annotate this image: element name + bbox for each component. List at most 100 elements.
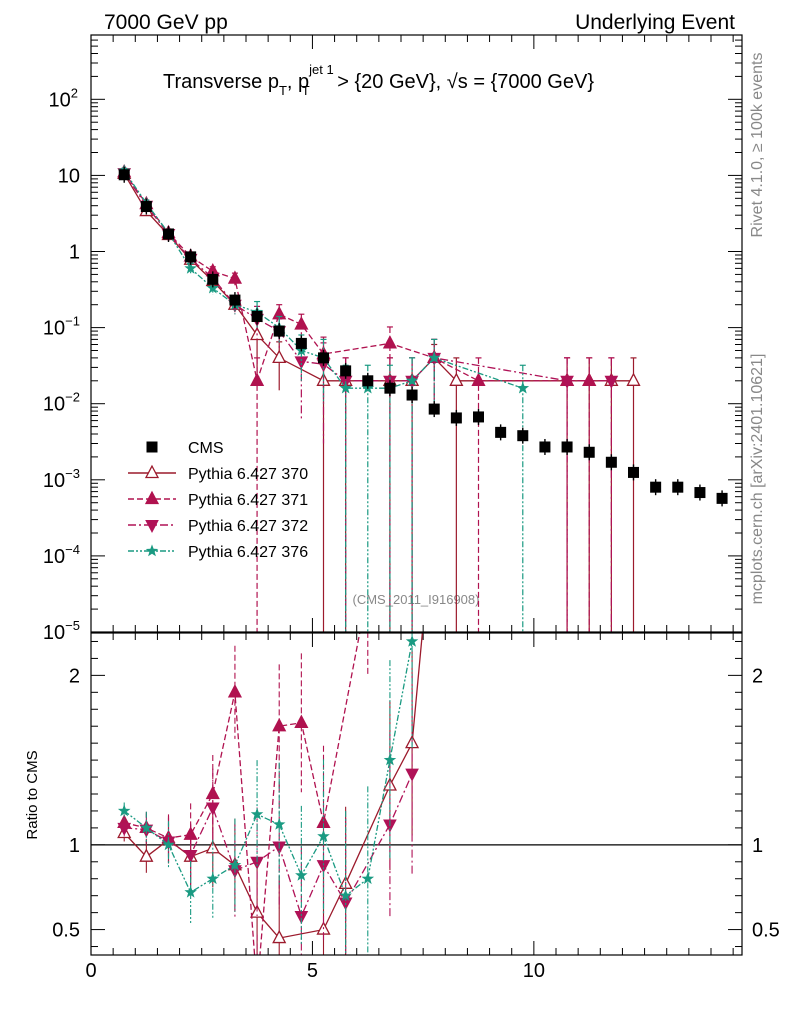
y-tick-label: 10−4 (43, 542, 80, 568)
p376-point (405, 374, 419, 387)
header-left: 7000 GeV pp (104, 11, 228, 34)
p371-ratio-line (124, 633, 361, 955)
p376-point (427, 351, 441, 364)
p376-point (516, 381, 530, 394)
p372-ratio-point (183, 850, 198, 863)
ratio-plot-frame (90, 632, 743, 956)
y-tick-label: 10−2 (43, 390, 80, 416)
cms-point (362, 375, 374, 387)
p371-point (227, 270, 243, 284)
p372-ratio-point (405, 768, 419, 782)
y-tick-label: 10−3 (43, 466, 80, 492)
legend-p370-marker (144, 464, 160, 479)
p371-ratio-point (183, 826, 198, 840)
mcplots-label: mcplots.cern.ch [arXiv:2401.10621] (749, 354, 766, 605)
p371-point (382, 335, 398, 349)
cms-point (251, 310, 263, 322)
p371-point (294, 316, 309, 330)
cms-point (207, 273, 219, 285)
cms-point (495, 426, 507, 438)
p371-line (123, 171, 590, 384)
p376-ratio-point (117, 804, 131, 817)
p376-ratio-point (228, 858, 242, 871)
x-tick-label: 5 (307, 960, 318, 982)
cms-point (229, 294, 241, 306)
rivet-label: Rivet 4.1.0, ≥ 100k events (749, 53, 766, 238)
main-plot-frame (90, 34, 743, 633)
p376-ratio-point (272, 817, 286, 830)
legend-p372-marker (145, 520, 159, 533)
analysis-watermark: (CMS_2011_I916908) (353, 592, 480, 607)
cms-point (340, 365, 352, 377)
legend-cms-label: CMS (188, 440, 224, 457)
p370-ratio-point (139, 848, 154, 862)
legend-p371-marker (144, 490, 160, 505)
cms-point (295, 337, 307, 349)
cms-point (473, 411, 484, 423)
ratio-axis-ticks: 0 5 10 0.5 0.5 1 1 2 2 (52, 633, 780, 982)
p376-ratio-point (339, 889, 352, 901)
p376-ratio-point (206, 872, 220, 885)
y-tick-label: 102 (49, 85, 78, 111)
main-axis-ticks: 102 10 1 10−1 10−2 10−3 10−4 10−5 (43, 34, 742, 644)
cms-point (716, 492, 728, 504)
ratio-y-tick-label: 1 (69, 835, 80, 857)
p376-point (184, 261, 197, 274)
legend-p372-label: Pythia 6.427 372 (188, 518, 308, 535)
legend-p370-label: Pythia 6.427 370 (188, 466, 308, 483)
p372-point (560, 375, 574, 389)
p370-point (626, 372, 641, 386)
cms-point (561, 441, 573, 453)
legend-p376-label: Pythia 6.427 376 (188, 544, 308, 561)
p371-point (471, 372, 486, 386)
p376-ratio-point (184, 885, 197, 898)
cms-point (605, 456, 617, 468)
p371-ratio-point (205, 785, 220, 800)
p376-ratio-point (361, 872, 375, 885)
cms-point (384, 382, 396, 394)
cms-point (450, 412, 462, 424)
cms-point (163, 228, 174, 240)
p370-point (449, 372, 464, 386)
cms-point (672, 481, 684, 493)
ratio-y-tick-label-right: 2 (752, 665, 763, 687)
p376-ratio-point (405, 634, 419, 647)
x-tick-label: 10 (523, 960, 545, 982)
p376-ratio-line (123, 641, 413, 897)
header-right: Underlying Event (575, 11, 735, 34)
cms-point (694, 487, 706, 499)
p370-ratio-point (428, 499, 440, 510)
cms-point (583, 446, 595, 458)
p372-line (123, 172, 612, 382)
main-plot-data (117, 163, 728, 632)
y-tick-label: 10−5 (43, 618, 80, 644)
y-tick-label: 10−1 (43, 314, 80, 340)
p370-point (272, 349, 287, 364)
p371-point (582, 372, 597, 386)
p371-ratio-point (251, 982, 263, 993)
ratio-y-tick-label: 2 (69, 665, 80, 687)
cms-point (185, 251, 197, 263)
p371-ratio-point (227, 684, 243, 698)
p372-ratio-point (117, 822, 132, 836)
p372-ratio-point (205, 802, 220, 816)
cms-point (318, 352, 329, 364)
cms-point (140, 201, 152, 213)
ratio-y-tick-label-right: 1 (752, 835, 763, 857)
p371-ratio-point (294, 714, 309, 728)
cms-point (428, 403, 440, 415)
p376-ratio-point (295, 868, 308, 881)
y-tick-label: 10 (58, 165, 80, 187)
p376-point (339, 381, 352, 394)
cms-point (273, 325, 285, 337)
p372-ratio-point (316, 860, 331, 874)
ratio-axis-label: Ratio to CMS (24, 750, 41, 839)
cms-point (650, 481, 662, 493)
legend: CMS Pythia 6.427 370 Pythia 6.427 371 Pythi… (128, 440, 308, 561)
p376-ratio-point (162, 838, 175, 851)
p371-point (249, 372, 265, 386)
p376-point (206, 281, 220, 294)
p376-ratio-point (140, 821, 153, 834)
legend-p376-marker (145, 544, 159, 557)
p376-ratio-point (250, 807, 264, 820)
